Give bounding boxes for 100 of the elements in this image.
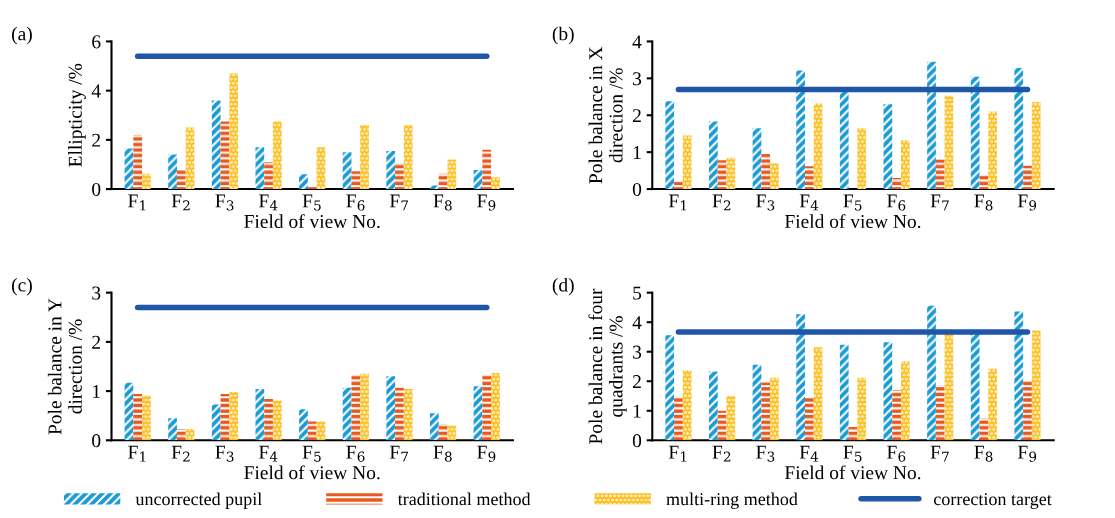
bar (473, 386, 483, 441)
legend-label: multi-ring method (666, 492, 798, 509)
bar (168, 154, 177, 190)
y-tick-label: 4 (632, 316, 642, 329)
bar (1031, 330, 1041, 441)
y-tick-label: 3 (633, 72, 642, 86)
bar (935, 385, 945, 441)
y-tick-label: 1 (93, 385, 100, 398)
bar (944, 95, 954, 190)
bar (447, 159, 457, 190)
bar (979, 418, 989, 441)
bar (299, 409, 308, 441)
x-tick-label: F$_{2}$ (712, 445, 731, 462)
bar (927, 305, 936, 441)
bar (482, 149, 492, 190)
bar (403, 125, 413, 190)
bar (430, 185, 439, 190)
bar (752, 128, 762, 190)
x-tick-label: F$_{6}$ (887, 445, 906, 462)
bar (342, 152, 352, 190)
y-tick-label: 2 (632, 375, 641, 388)
bar (351, 171, 361, 190)
x-tick-label: F$_{5}$ (302, 194, 321, 211)
bar (1031, 102, 1041, 190)
x-tick-label: F$_{5}$ (843, 445, 862, 462)
bar (979, 175, 989, 190)
legend-label: correction target (933, 493, 1052, 509)
bar (176, 169, 186, 190)
bar (682, 135, 692, 190)
x-tick-label: F$_{3}$ (215, 445, 234, 462)
bar (342, 387, 352, 441)
bar (900, 140, 910, 190)
bar (403, 389, 413, 441)
bar (185, 127, 195, 190)
bar (900, 361, 910, 441)
bar (988, 111, 997, 190)
bar (211, 100, 221, 190)
x-tick-label: F$_{4}$ (799, 445, 819, 462)
y-tick-label: 1 (633, 146, 641, 159)
bar (796, 70, 805, 190)
x-tick-label: F$_{9}$ (477, 194, 496, 211)
x-tick-label: F$_{1}$ (668, 445, 687, 462)
y-tick-label: 2 (92, 335, 101, 349)
bar (717, 160, 727, 190)
bar (220, 394, 230, 441)
x-axis-title: Field of view No. (784, 465, 921, 480)
x-tick-label: F$_{8}$ (433, 445, 452, 462)
bar (264, 162, 273, 190)
bar (491, 372, 500, 441)
bar (124, 382, 134, 441)
bar (264, 398, 273, 441)
x-tick-label: F$_{9}$ (1017, 194, 1037, 211)
bar (717, 410, 727, 441)
x-tick-label: F$_{5}$ (302, 445, 321, 462)
bar (255, 147, 265, 190)
bar (761, 154, 771, 190)
bar (360, 373, 369, 441)
bar (386, 376, 396, 441)
bar (473, 169, 483, 190)
bar (935, 159, 945, 190)
legend-label: uncorrected pupil (135, 492, 262, 509)
bar (272, 121, 282, 190)
legend-label: traditional method (397, 492, 531, 506)
text: (a) (12, 26, 32, 45)
bar (770, 377, 779, 441)
bar (796, 314, 805, 441)
x-tick-label: F$_{2}$ (171, 194, 190, 211)
bar (892, 390, 901, 441)
y-tick-label: 0 (632, 434, 642, 448)
bar (133, 394, 143, 441)
bar (927, 61, 936, 190)
y-tick-label: 2 (92, 133, 101, 147)
y-tick-label: 1 (633, 404, 641, 418)
x-tick-label: F$_{2}$ (171, 445, 190, 462)
y-tick-label: 3 (92, 286, 101, 300)
bar (307, 421, 317, 441)
x-tick-label: F$_{9}$ (477, 445, 496, 462)
y-tick-label: 2 (632, 109, 641, 122)
x-axis-title: Field of view No. (244, 465, 380, 480)
x-tick-label: F$_{4}$ (259, 445, 278, 462)
bar (674, 396, 683, 441)
x-tick-label: F$_{4}$ (799, 194, 819, 211)
bar (857, 128, 867, 190)
x-tick-label: F$_{6}$ (346, 445, 365, 462)
bar (438, 424, 448, 441)
bar (299, 174, 308, 190)
bar (883, 104, 893, 190)
bar (220, 121, 230, 190)
x-tick-label: F$_{5}$ (843, 194, 862, 211)
x-tick-label: F$_{3}$ (215, 194, 234, 211)
bar (255, 389, 265, 441)
bar (360, 125, 369, 190)
bar (142, 395, 151, 441)
x-tick-label: F$_{8}$ (974, 194, 993, 211)
bar (813, 347, 823, 441)
bar (883, 342, 893, 441)
y-tick-label: 0 (92, 434, 101, 448)
bar (316, 147, 326, 190)
bar (142, 173, 151, 190)
x-axis-title: Field of view No. (244, 214, 380, 229)
